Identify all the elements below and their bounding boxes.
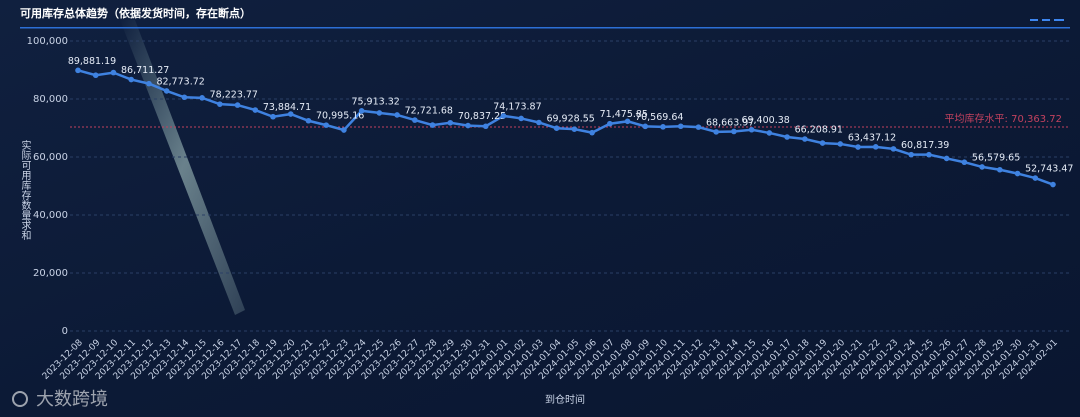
point [75, 67, 81, 74]
point [695, 124, 702, 130]
y-tick-label: 20,000 [33, 268, 68, 279]
point [872, 144, 879, 150]
point [589, 129, 595, 136]
point [731, 128, 737, 135]
point [92, 72, 99, 79]
y-tick-label: 100,000 [27, 36, 68, 47]
point [128, 76, 134, 83]
point [358, 108, 365, 114]
point [110, 69, 117, 76]
point [305, 117, 312, 124]
data-label: 82,773.72 [156, 76, 204, 87]
chart-title: 可用库存总体趋势（依据发货时间，存在断点） [20, 6, 251, 20]
point [518, 115, 524, 122]
point [855, 144, 861, 150]
x-axis-label: 到仓时间 [545, 393, 585, 406]
point [890, 146, 897, 152]
point [252, 107, 259, 113]
point [677, 123, 684, 130]
data-label: 52,743.47 [1025, 164, 1073, 175]
data-label: 74,173.87 [493, 101, 541, 112]
point [536, 119, 542, 126]
point [287, 111, 294, 117]
point [447, 119, 454, 126]
y-axis-label: 实际可用库存数量求和 [19, 139, 31, 241]
point [146, 80, 152, 87]
point [607, 120, 613, 127]
point [926, 151, 932, 158]
decor-beam [120, 20, 245, 315]
data-label: 72,721.68 [405, 106, 453, 117]
point [323, 122, 329, 128]
data-label: 68,663.97 [706, 117, 754, 128]
average-label: 平均库存水平: 70,363.72 [945, 112, 1062, 125]
data-label: 69,400.38 [741, 115, 789, 126]
point [660, 124, 666, 130]
point [979, 164, 985, 170]
point [943, 155, 950, 162]
point [199, 95, 205, 101]
data-label: 70,569.64 [635, 112, 683, 123]
line [77, 69, 1054, 186]
point [766, 130, 773, 136]
point [217, 101, 223, 107]
point [571, 126, 578, 132]
point [784, 134, 790, 140]
watermark-logo [12, 391, 28, 407]
watermark: 大数跨境 [36, 389, 108, 410]
y-tick-label: 0 [62, 326, 68, 337]
point [465, 122, 471, 129]
point [181, 94, 188, 101]
point [1050, 181, 1056, 188]
point [837, 141, 844, 147]
point [412, 117, 418, 123]
y-tick-label: 40,000 [33, 210, 68, 221]
point [908, 151, 914, 158]
point [270, 113, 276, 120]
point [1014, 170, 1021, 177]
point [997, 166, 1003, 173]
data-label: 56,579.65 [972, 152, 1020, 163]
data-label: 73,884.71 [263, 102, 311, 113]
point [429, 122, 436, 128]
data-label: 70,995.16 [316, 111, 364, 122]
point [553, 125, 560, 132]
y-tick-label: 60,000 [33, 152, 68, 163]
point [819, 140, 826, 146]
point [394, 112, 400, 118]
point [961, 159, 968, 166]
point [163, 88, 170, 94]
point [642, 123, 649, 130]
header-line [20, 27, 1070, 29]
point [748, 126, 755, 133]
data-label: 71,475.85 [600, 109, 648, 120]
data-label: 78,223.77 [210, 90, 258, 101]
point [234, 102, 241, 108]
point [624, 118, 631, 125]
point [802, 136, 808, 142]
data-label: 70,837.25 [458, 111, 506, 122]
point [376, 110, 383, 116]
data-label: 63,437.12 [848, 133, 896, 144]
data-label: 60,817.39 [901, 140, 949, 151]
point [713, 129, 719, 135]
data-label: 75,913.32 [351, 96, 399, 107]
point [1032, 175, 1039, 181]
point [341, 127, 347, 133]
data-label: 69,928.55 [546, 114, 594, 125]
data-label: 89,881.19 [68, 56, 116, 67]
data-label: 66,208.91 [795, 124, 843, 135]
data-label: 86,711.27 [121, 65, 169, 76]
point [500, 113, 507, 119]
point [482, 123, 489, 130]
y-tick-label: 80,000 [33, 94, 68, 105]
